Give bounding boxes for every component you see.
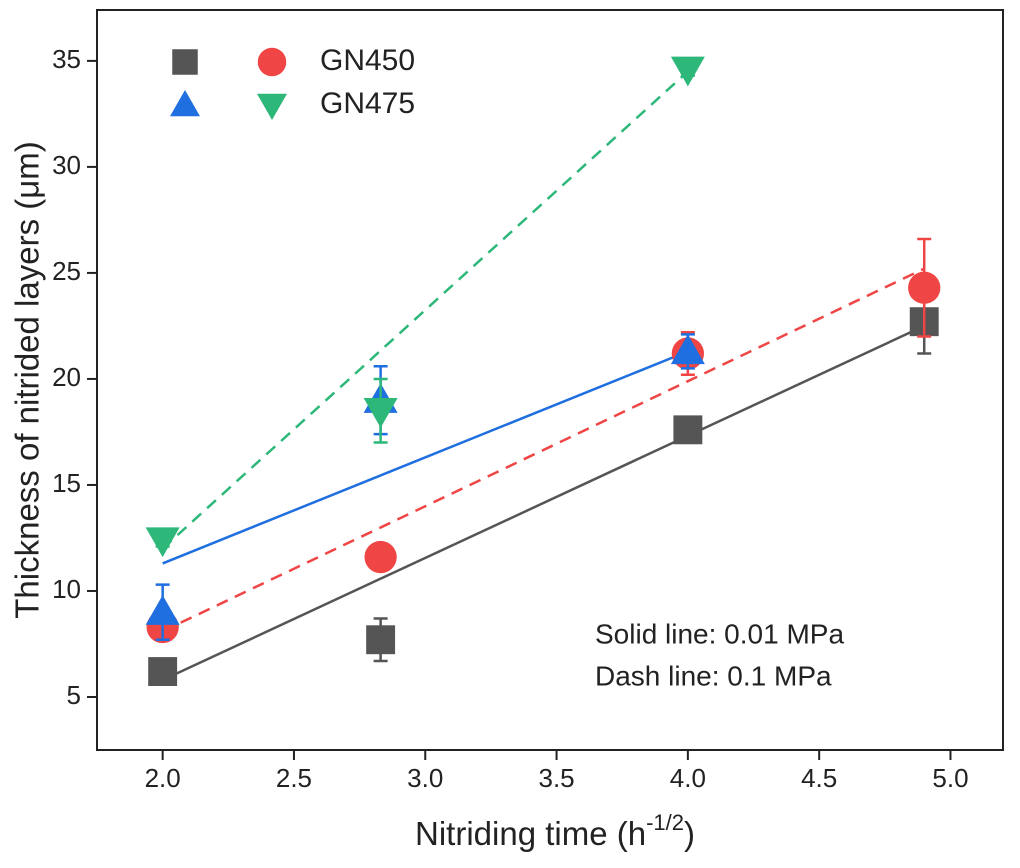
y-tick-label: 5 [67,680,81,710]
x-tick-label: 2.5 [276,763,312,793]
x-label-text: Nitriding time (h [415,815,646,852]
fit-line [162,350,689,565]
marker [670,334,705,365]
fit-line [161,70,689,550]
fit-line [162,267,925,633]
y-tick-label: 10 [52,574,81,604]
marker [366,625,396,655]
y-tick-label: 20 [52,362,81,392]
x-tick-label: 2.0 [145,763,181,793]
y-tick-label: 30 [52,150,81,180]
y-axis-label: Thickness of nitrided layers (μm) [9,141,46,619]
plot-frame [96,9,1004,751]
fit-line [162,324,925,682]
legend-label: GN475 [320,87,415,120]
marker [172,49,198,75]
marker [170,90,200,117]
marker [145,527,180,558]
marker [148,657,178,686]
marker [364,540,397,574]
x-axis-label: Nitriding time (h-1/2) [415,810,695,852]
x-tick-label: 4.5 [801,763,837,793]
marker [673,415,703,445]
marker [363,397,398,428]
marker [145,595,180,625]
x-tick-label: 5.0 [932,763,968,793]
x-label-superscript: -1/2 [646,810,684,835]
x-tick-label: 4.0 [670,763,706,793]
annotation: Dash line: 0.1 MPa [595,660,832,691]
marker [670,56,705,87]
y-tick-label: 35 [52,44,81,74]
y-tick-label: 15 [52,468,81,498]
y-tick-label: 25 [52,256,81,286]
x-label-suffix: ) [684,815,695,852]
annotation: Solid line: 0.01 MPa [595,618,844,649]
marker [257,93,287,120]
legend-label: GN450 [320,44,415,77]
marker [257,47,287,77]
x-tick-label: 3.5 [538,763,574,793]
x-tick-label: 3.0 [407,763,443,793]
marker [908,271,941,304]
